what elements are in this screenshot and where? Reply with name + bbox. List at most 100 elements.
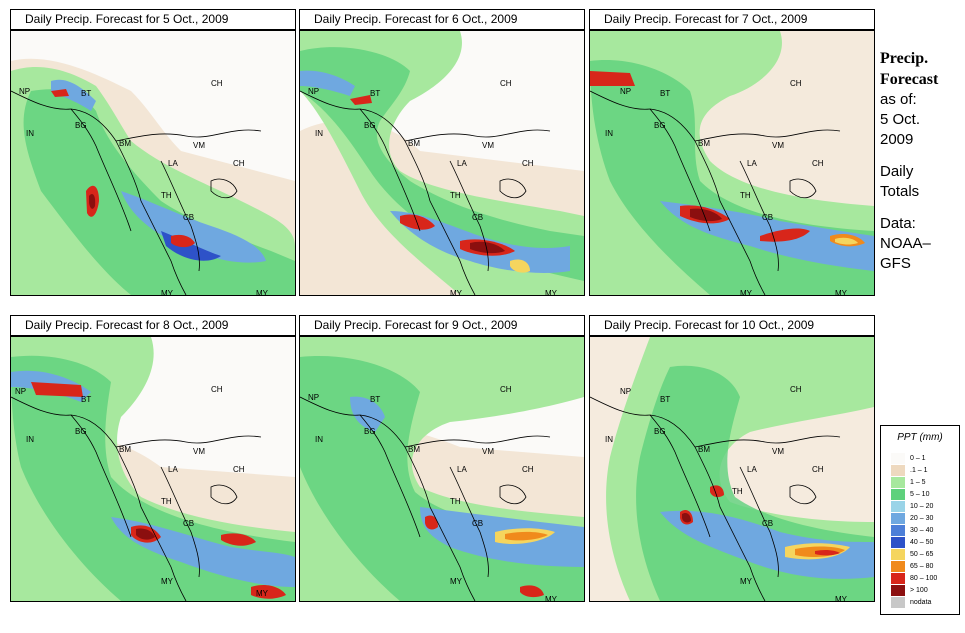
- label-ch: CH: [500, 79, 512, 88]
- panel-title: Daily Precip. Forecast for 6 Oct., 2009: [299, 9, 585, 30]
- label-vm: VM: [772, 447, 784, 456]
- precip-map: NP BT IN BG BM CH VM LA TH CB CH MY MY I…: [299, 30, 585, 296]
- info-daily: Daily: [880, 163, 914, 180]
- precip-map: NP BT IN BG BM CH VM LA TH CB CH MY MY I…: [10, 30, 296, 296]
- label-my2: MY: [835, 289, 847, 296]
- label-bg: BG: [364, 121, 376, 130]
- label-bt: BT: [370, 395, 381, 404]
- label-in: IN: [315, 129, 323, 138]
- label-my: MY: [450, 577, 462, 586]
- label-my2: MY: [256, 589, 268, 598]
- precip-map: NP BT IN BG BM CH VM LA TH CB CH MY MY I…: [589, 30, 875, 296]
- label-ch2: CH: [233, 465, 245, 474]
- legend-swatch: [891, 573, 905, 584]
- label-bg: BG: [75, 427, 87, 436]
- legend-item: > 100: [891, 585, 928, 597]
- label-vm: VM: [772, 141, 784, 150]
- precip-map: NP BT IN BG BM CH VM LA TH CB CH MY MY I…: [10, 336, 296, 602]
- precip-legend: PPT (mm) 0 – 1 .1 – 1 1 – 5 5 – 10 10 – 20 20…: [880, 425, 960, 615]
- label-bm: BM: [119, 139, 131, 148]
- label-cb: CB: [762, 519, 774, 528]
- legend-swatch: [891, 465, 905, 476]
- legend-item: 5 – 10: [891, 489, 929, 501]
- label-bg: BG: [654, 121, 666, 130]
- legend-item: 40 – 50: [891, 537, 933, 549]
- label-my: MY: [740, 289, 752, 296]
- forecast-panel-oct6: Daily Precip. Forecast for 6 Oct., 2009: [299, 9, 585, 296]
- label-bm: BM: [408, 139, 420, 148]
- info-year: 2009: [880, 131, 914, 148]
- label-cb: CB: [183, 519, 195, 528]
- label-my2: MY: [545, 595, 557, 602]
- legend-item: 80 – 100: [891, 573, 937, 585]
- label-my: MY: [161, 289, 173, 296]
- info-data-label: Data:: [880, 215, 916, 232]
- label-cb: CB: [472, 213, 484, 222]
- legend-swatch: [891, 501, 905, 512]
- precip-map: NP BT IN BG BM CH VM LA TH CB CH MY MY I…: [299, 336, 585, 602]
- label-ch2: CH: [522, 159, 534, 168]
- legend-item: 10 – 20: [891, 501, 933, 513]
- label-bt: BT: [660, 395, 671, 404]
- label-cb: CB: [762, 213, 774, 222]
- label-la: LA: [457, 159, 467, 168]
- label-bm: BM: [408, 445, 420, 454]
- label-in: IN: [605, 129, 613, 138]
- label-ch: CH: [500, 385, 512, 394]
- info-date: 5 Oct.: [880, 111, 921, 128]
- legend-label: 1 – 5: [910, 479, 926, 486]
- label-th: TH: [450, 191, 461, 200]
- precip-map-graphic: [300, 337, 584, 601]
- legend-label: 40 – 50: [910, 539, 934, 546]
- legend-label: 80 – 100: [910, 575, 938, 582]
- label-np: NP: [19, 87, 31, 96]
- label-np: NP: [308, 393, 320, 402]
- info-source-noaa: NOAA–: [880, 235, 931, 252]
- label-in: IN: [26, 129, 34, 138]
- label-np: NP: [308, 87, 320, 96]
- label-ch2: CH: [233, 159, 245, 168]
- legend-item: 30 – 40: [891, 525, 933, 537]
- legend-item: 20 – 30: [891, 513, 933, 525]
- label-in: IN: [315, 435, 323, 444]
- legend-item: nodata: [891, 597, 931, 609]
- label-ch: CH: [790, 79, 802, 88]
- panel-title: Daily Precip. Forecast for 7 Oct., 2009: [589, 9, 875, 30]
- precip-map-graphic: [300, 31, 584, 295]
- label-bt: BT: [370, 89, 381, 98]
- label-la: LA: [457, 465, 467, 474]
- label-la: LA: [747, 159, 757, 168]
- label-ch2: CH: [812, 465, 824, 474]
- legend-swatch: [891, 561, 905, 572]
- legend-item: 50 – 65: [891, 549, 933, 561]
- label-bt: BT: [81, 395, 92, 404]
- legend-label: 65 – 80: [910, 563, 934, 570]
- label-my2: MY: [545, 289, 557, 296]
- legend-item: 1 – 5: [891, 477, 926, 489]
- label-th: TH: [161, 497, 172, 506]
- legend-swatch: [891, 477, 905, 488]
- label-th: TH: [450, 497, 461, 506]
- precip-map: NP BT IN BG BM CH VM LA TH CB CH MY MY I…: [589, 336, 875, 602]
- label-bm: BM: [119, 445, 131, 454]
- label-bm: BM: [698, 139, 710, 148]
- precip-map-graphic: [11, 58, 295, 295]
- label-cb: CB: [472, 519, 484, 528]
- legend-swatch: [891, 549, 905, 560]
- legend-label: 50 – 65: [910, 551, 934, 558]
- label-my: MY: [450, 289, 462, 296]
- label-ch2: CH: [812, 159, 824, 168]
- legend-label: 30 – 40: [910, 527, 934, 534]
- legend-swatch: [891, 537, 905, 548]
- forecast-panel-oct8: Daily Precip. Forecast for 8 Oct., 2009: [10, 315, 296, 602]
- label-bt: BT: [660, 89, 671, 98]
- label-th: TH: [161, 191, 172, 200]
- panel-title: Daily Precip. Forecast for 5 Oct., 2009: [10, 9, 296, 30]
- info-title-forecast: Forecast: [880, 71, 939, 88]
- forecast-panel-oct10: Daily Precip. Forecast for 10 Oct., 2009: [589, 315, 875, 602]
- legend-item: .1 – 1: [891, 465, 928, 477]
- label-ch: CH: [790, 385, 802, 394]
- legend-swatch: [891, 453, 905, 464]
- forecast-info: Precip. Forecast as of: 5 Oct. 2009 Dail…: [880, 48, 964, 274]
- legend-swatch: [891, 489, 905, 500]
